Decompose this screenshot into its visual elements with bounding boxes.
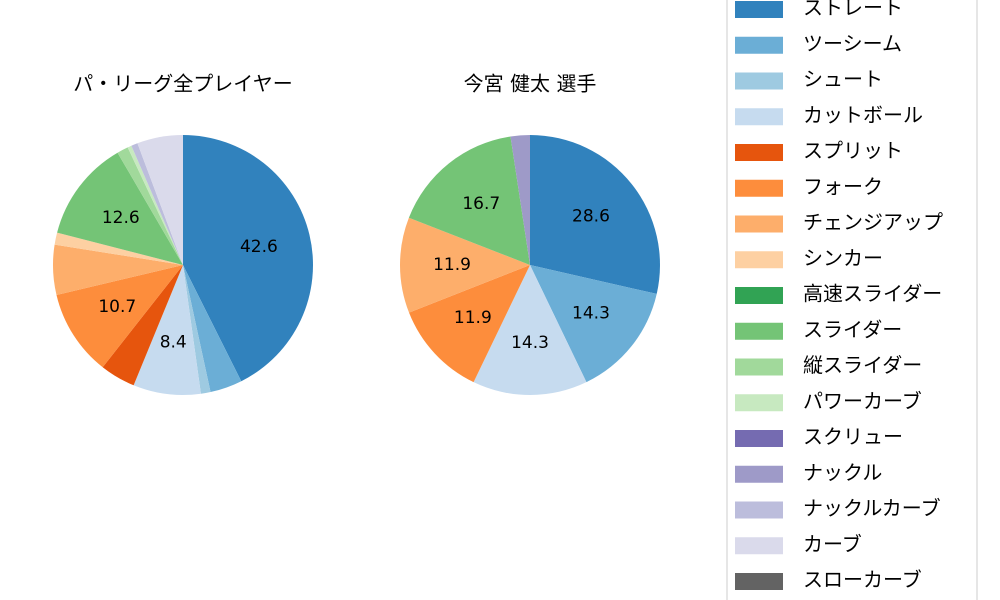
pie-slice — [183, 265, 211, 394]
pie-slice — [408, 136, 530, 265]
data-label: 10.7 — [98, 297, 136, 317]
legend-swatch — [735, 215, 783, 233]
legend-label: ツーシーム — [803, 31, 902, 55]
legend-swatch — [735, 322, 783, 340]
legend-label: スライダー — [803, 317, 902, 341]
legend-swatch — [735, 179, 783, 197]
legend-label: カーブ — [803, 532, 862, 556]
pie-slice — [409, 265, 530, 383]
legend-label: 高速スライダー — [803, 282, 942, 306]
pie-slice — [54, 232, 183, 265]
chart-title: 今宮 健太 選手 — [464, 72, 597, 96]
pie-slice — [183, 265, 242, 393]
legend-swatch — [735, 394, 783, 412]
legend-swatch — [735, 72, 783, 90]
legend-swatch — [735, 251, 783, 269]
pie-slice — [183, 135, 313, 382]
pie-slice — [530, 135, 660, 294]
pie-slice — [56, 265, 183, 368]
data-label: 42.6 — [240, 237, 278, 257]
legend-swatch — [735, 465, 783, 483]
data-label: 8.4 — [160, 332, 187, 352]
legend-swatch — [735, 358, 783, 376]
data-label: 14.3 — [511, 333, 549, 353]
legend-label: パワーカーブ — [803, 389, 922, 413]
data-label: 11.9 — [433, 255, 471, 275]
pie-slice — [127, 145, 183, 265]
pie-slice — [510, 135, 530, 265]
pie-slice — [117, 147, 183, 265]
legend-swatch — [735, 537, 783, 555]
legend-label: チェンジアップ — [803, 210, 943, 234]
pie-slice — [102, 265, 183, 386]
data-label: 16.7 — [462, 194, 500, 214]
data-label: 14.3 — [572, 304, 610, 324]
legend-label: スプリット — [803, 139, 903, 163]
pie-slice — [53, 244, 183, 295]
pie-slice — [473, 265, 587, 395]
pie-slice — [400, 217, 530, 313]
legend-label: フォーク — [803, 174, 883, 198]
legend-label: ナックルカーブ — [803, 496, 941, 520]
legend-swatch — [735, 573, 783, 590]
legend-swatch — [735, 1, 783, 18]
legend-label: シンカー — [803, 246, 883, 270]
legend-label: ナックル — [803, 460, 882, 484]
legend-label: スローカーブ — [803, 568, 922, 592]
data-label: 11.9 — [454, 308, 492, 328]
pie-slice — [133, 265, 201, 395]
legend-label: スクリュー — [803, 425, 903, 449]
pie-slice — [57, 152, 183, 265]
legend-swatch — [735, 501, 783, 519]
legend-swatch — [735, 108, 783, 126]
legend-label: 縦スライダー — [803, 353, 922, 377]
pie-slice — [131, 143, 183, 265]
legend-swatch — [735, 430, 783, 447]
legend-swatch — [735, 36, 783, 54]
legend-label: ストレート — [803, 0, 903, 20]
data-label: 12.6 — [102, 208, 140, 228]
chart-title: パ・リーグ全プレイヤー — [73, 72, 292, 96]
legend-label: カットボール — [803, 103, 923, 127]
legend-swatch — [735, 287, 783, 304]
legend-swatch — [735, 144, 783, 161]
pie-slice — [530, 265, 657, 383]
pie-slice — [137, 135, 183, 265]
data-label: 28.6 — [572, 206, 610, 226]
legend-label: シュート — [803, 67, 883, 91]
